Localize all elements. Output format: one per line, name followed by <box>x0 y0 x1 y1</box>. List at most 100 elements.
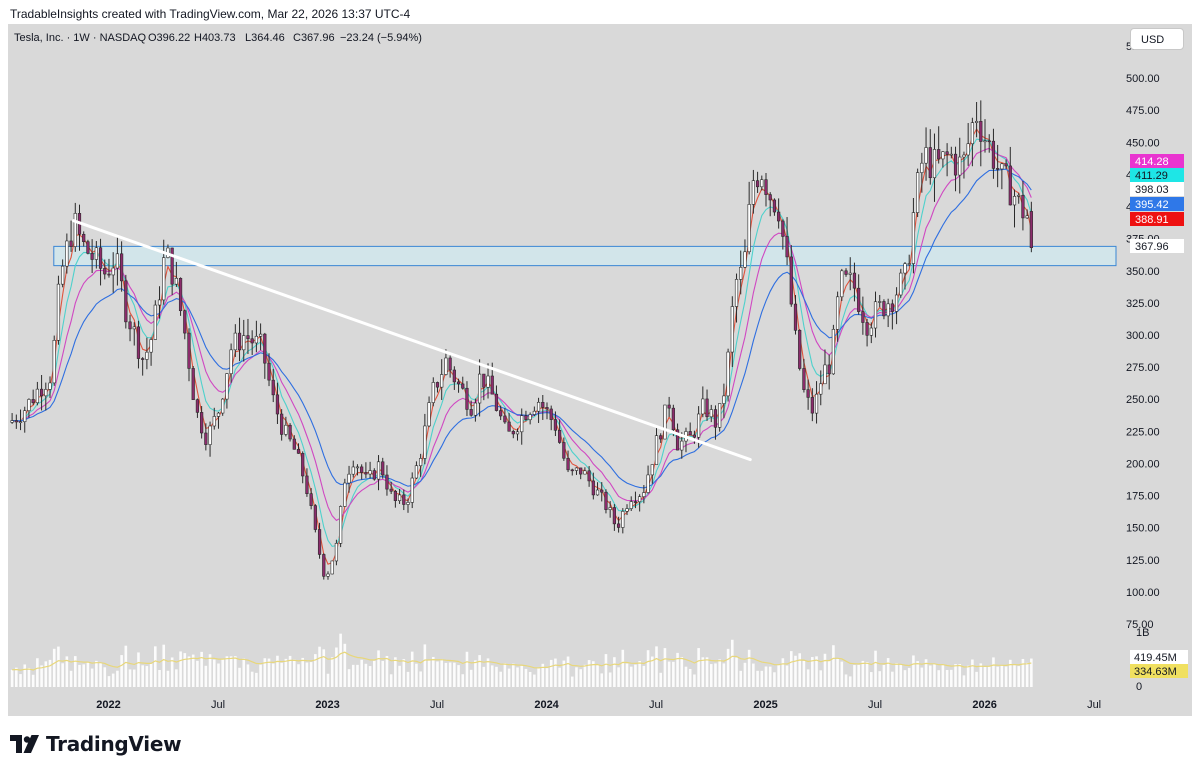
candle-body <box>170 247 174 285</box>
candle-body <box>27 399 31 412</box>
candle <box>937 126 941 164</box>
candle <box>157 286 162 319</box>
candle <box>654 427 659 465</box>
y-tick-label: 475.00 <box>1126 105 1160 117</box>
candle-body <box>823 364 827 385</box>
candle <box>111 252 115 293</box>
candle <box>600 482 604 502</box>
footer-brand[interactable]: TradingView <box>10 728 182 760</box>
price-tag-text: 395.42 <box>1135 199 1169 211</box>
volume-bar <box>819 670 823 687</box>
candle-body <box>903 263 907 274</box>
volume-bar <box>878 671 882 687</box>
volume-bar <box>187 656 191 687</box>
candle <box>747 181 751 255</box>
volume-bar <box>992 657 995 687</box>
candle <box>216 411 221 429</box>
candle-body <box>174 278 178 285</box>
candle-body <box>772 199 777 213</box>
candle <box>941 151 945 168</box>
volume-bar <box>768 666 772 687</box>
candle <box>865 318 869 347</box>
candle-body <box>216 412 221 417</box>
candle-body <box>882 301 886 317</box>
volume-bar <box>1004 666 1008 687</box>
candle-body <box>511 430 515 435</box>
candle <box>141 357 145 376</box>
volume-bar <box>680 657 684 687</box>
legend-close: C367.96 <box>293 32 335 44</box>
candle <box>385 465 389 496</box>
volume-bar <box>773 672 776 687</box>
candle-body <box>503 415 507 423</box>
volume-bar <box>587 660 591 687</box>
volume-bar <box>326 673 330 687</box>
candle-body <box>633 501 638 503</box>
candle-body <box>979 120 983 142</box>
volume-bar <box>975 671 978 687</box>
volume-bar <box>457 665 460 687</box>
chart-attribution: TradableInsights created with TradingVie… <box>10 5 410 23</box>
volume-bar <box>267 658 271 687</box>
candle-body <box>962 154 966 158</box>
currency-button[interactable]: USD <box>1130 28 1184 50</box>
candle <box>98 238 103 286</box>
candle <box>798 329 802 371</box>
candle-body <box>35 388 39 404</box>
candle <box>827 354 831 390</box>
volume-bar <box>554 658 557 687</box>
volume-bar <box>356 664 359 687</box>
volume-bar <box>688 668 692 687</box>
candle <box>271 368 275 403</box>
candle-body <box>406 502 410 505</box>
candle <box>35 381 39 406</box>
candle-body <box>153 304 157 340</box>
volume-bar <box>31 674 35 687</box>
candle <box>831 324 835 375</box>
brand-name: TradingView <box>46 732 182 756</box>
candle-body <box>128 321 132 330</box>
x-tick-label: 2026 <box>972 699 996 711</box>
price-chart[interactable]: 75.00 100.00 125.00 150.00 175.00 200.00 225.0… <box>8 24 1192 716</box>
candle <box>115 234 120 286</box>
volume-bar <box>95 660 98 687</box>
volume-bar <box>663 648 667 687</box>
volume-bar <box>865 661 869 687</box>
candle-body <box>69 240 73 247</box>
candle-body <box>1029 211 1033 249</box>
volume-bar <box>347 669 351 687</box>
price-tag: 411.29 <box>1130 168 1184 182</box>
candle <box>69 220 73 252</box>
volume-bar <box>983 666 987 687</box>
y-tick-label: 350.00 <box>1126 266 1160 278</box>
volume-bar <box>806 669 810 687</box>
volume-bar <box>196 660 199 687</box>
y-tick-label: 450.00 <box>1126 137 1160 149</box>
volume-bar <box>840 661 844 687</box>
chart-panel[interactable]: 75.00 100.00 125.00 150.00 175.00 200.00 225.0… <box>8 24 1192 716</box>
candle <box>819 370 823 406</box>
candle-body <box>183 310 187 334</box>
candle-body <box>532 410 536 415</box>
candle <box>389 481 393 495</box>
candle-body <box>419 458 423 467</box>
candle-body <box>878 301 882 303</box>
volume-bar <box>57 646 60 687</box>
candle <box>962 151 966 179</box>
candle-body <box>562 442 566 459</box>
candle-body <box>604 491 608 510</box>
candle-body <box>267 362 271 381</box>
candle-body <box>650 464 654 476</box>
attribution-text: TradableInsights created with TradingVie… <box>10 7 411 21</box>
volume-bar <box>482 666 486 687</box>
candle <box>178 277 183 316</box>
price-tag-text: 411.29 <box>1135 170 1168 182</box>
candle-body <box>107 273 111 276</box>
volume-bar <box>255 672 258 687</box>
candle <box>61 259 65 288</box>
candle <box>541 394 545 420</box>
candle-body <box>52 340 56 384</box>
candle-body <box>44 389 48 397</box>
candle-body <box>587 470 591 482</box>
candle <box>621 508 625 534</box>
